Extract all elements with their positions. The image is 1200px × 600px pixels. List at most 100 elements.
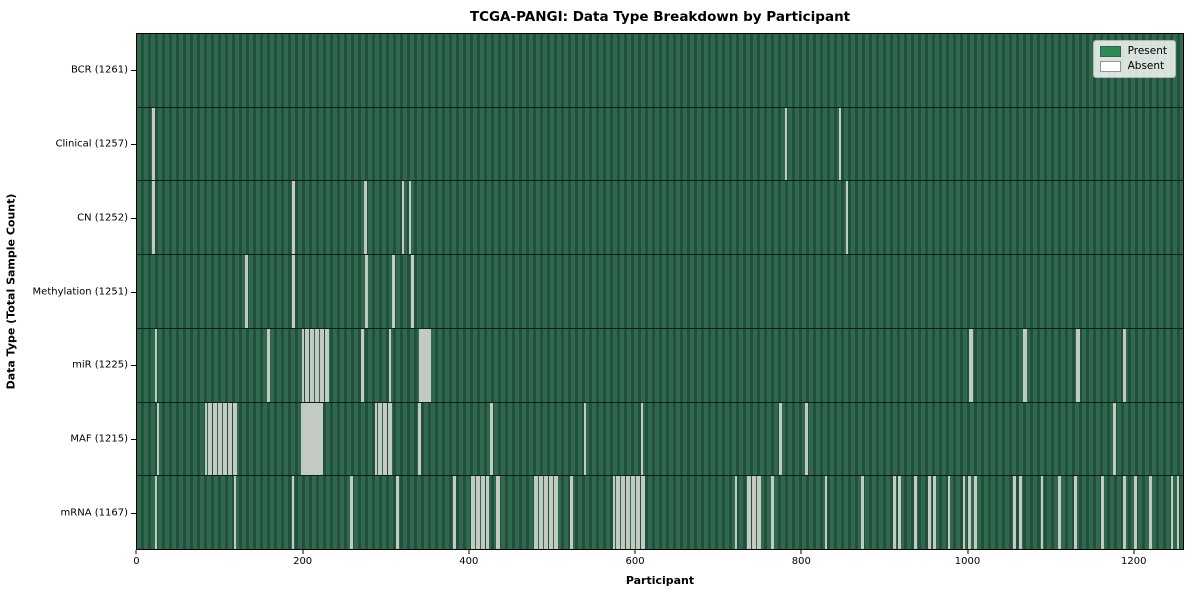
x-axis-tick-mark [302,550,304,554]
y-axis-tick-label: miR (1225) [72,359,128,371]
absent-stripe [314,402,317,476]
absent-stripe [496,476,499,550]
absent-stripe [311,402,314,476]
heatmap-row [137,327,1183,402]
x-axis-tick-label: 400 [459,556,479,567]
absent-stripe [409,181,412,255]
absent-stripe [307,328,310,402]
y-axis-tick-mark [131,513,136,515]
x-axis-tick-mark [135,550,137,554]
absent-stripe [754,476,757,550]
y-axis-tick-label: Clinical (1257) [55,138,129,150]
absent-stripe [327,328,330,402]
absent-stripe [424,328,427,402]
absent-stripe [893,476,896,550]
absent-stripe [321,402,324,476]
absent-stripe [153,107,155,181]
absent-stripe [318,402,321,476]
x-axis-tick-label: 800 [791,556,811,567]
absent-stripe [771,476,774,550]
absent-stripe [317,328,320,402]
absent-stripe [928,476,931,550]
absent-stripe [293,255,296,328]
absent-stripe [541,476,544,550]
absent-stripe [915,476,918,550]
legend-item-present: Present [1099,45,1167,58]
absent-stripe [963,476,966,550]
chart-title: TCGA-PANGI: Data Type Breakdown by Parti… [469,9,851,25]
absent-stripe [1024,328,1027,402]
absent-stripe [625,476,628,550]
absent-stripe [1150,476,1153,550]
absent-stripe [746,476,749,550]
absent-stripe [268,328,271,402]
absent-stripe [970,328,973,402]
absent-stripe [382,402,385,476]
absent-stripe [948,476,951,550]
y-axis-tick-mark [131,217,136,219]
y-axis-tick-label: Methylation (1251) [32,286,128,297]
absent-stripe [234,476,237,550]
absent-stripe [751,476,754,550]
absent-stripe [380,402,383,476]
absent-stripe [483,476,486,550]
absent-stripe [157,402,160,476]
heatmap-row [137,254,1183,328]
absent-stripe [309,402,312,476]
absent-stripe [319,328,322,402]
absent-stripe [628,476,631,550]
x-axis-tick-mark [634,550,636,554]
legend-swatch-present [1099,46,1121,57]
absent-stripe [235,402,238,476]
absent-stripe [304,402,307,476]
absent-stripe [411,255,414,328]
absent-stripe [759,476,762,550]
absent-stripe [389,328,392,402]
absent-stripe [533,476,536,550]
legend: Present Absent [1092,40,1176,78]
absent-stripe [401,181,404,255]
legend-swatch-absent [1099,61,1121,72]
absent-stripe [454,476,457,550]
absent-stripe [1019,476,1022,550]
absent-stripe [362,328,365,402]
absent-stripe [227,402,230,476]
legend-label: Present [1127,45,1167,58]
y-axis-tick-label: CN (1252) [77,212,128,224]
absent-stripe [543,476,546,550]
absent-stripe [571,476,574,550]
heatmap-row [137,401,1183,476]
absent-stripe [898,476,901,550]
absent-stripe [245,255,248,328]
absent-stripe [780,402,783,476]
absent-stripe [225,402,228,476]
absent-stripe [1135,476,1138,550]
absent-stripe [546,476,549,550]
legend-item-absent: Absent [1099,60,1167,73]
absent-stripe [314,328,317,402]
legend-label: Absent [1127,60,1165,73]
absent-stripe [480,476,483,550]
absent-stripe [313,402,316,476]
absent-stripe [154,328,157,402]
absent-stripe [635,476,638,550]
absent-stripe [222,402,225,476]
absent-stripe [232,402,235,476]
absent-stripe [366,255,369,328]
absent-stripe [470,476,473,550]
absent-stripe [1041,476,1044,550]
x-axis-tick-label: 1000 [954,556,981,567]
absent-stripe [215,402,218,476]
y-axis-tick-mark [131,291,136,293]
absent-stripe [1014,476,1017,550]
absent-stripe [153,181,155,255]
absent-stripe [933,476,936,550]
absent-stripe [478,476,481,550]
plot-area: Present Absent [136,33,1184,550]
absent-stripe [322,328,325,402]
absent-stripe [375,402,378,476]
absent-stripe [473,476,476,550]
absent-stripe [640,476,643,550]
x-axis-tick-label: 0 [133,556,140,567]
absent-stripe [630,476,633,550]
